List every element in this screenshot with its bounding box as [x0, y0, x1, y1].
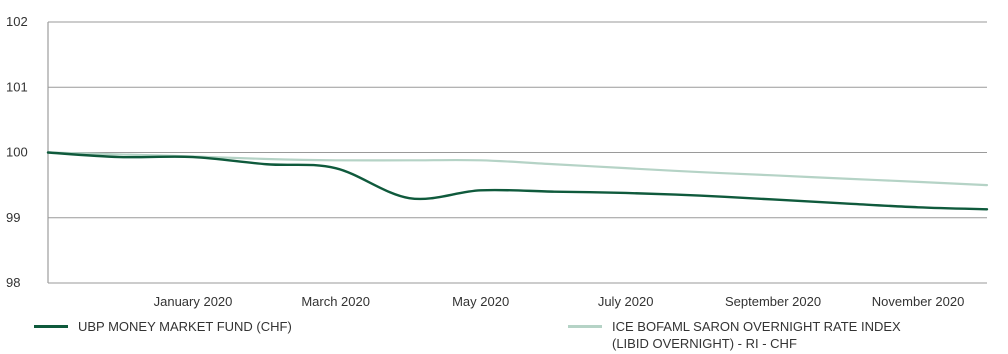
x-tick-label: November 2020 [872, 294, 965, 309]
x-axis: January 2020 March 2020 May 2020 July 2020 S… [154, 294, 965, 309]
legend-swatch-fund [34, 325, 68, 328]
x-tick-label: March 2020 [301, 294, 370, 309]
x-tick-label: January 2020 [154, 294, 233, 309]
gridlines [47, 21, 987, 284]
x-tick-label: September 2020 [725, 294, 821, 309]
x-tick-label: May 2020 [452, 294, 509, 309]
legend-label-index-line2: (LIBID OVERNIGHT) - RI - CHF [612, 336, 797, 351]
y-tick-label: 98 [6, 275, 20, 290]
y-tick-label: 102 [6, 14, 28, 29]
y-axis: 102 101 100 99 98 [6, 14, 28, 290]
x-tick-label: July 2020 [598, 294, 654, 309]
legend-item-fund: UBP MONEY MARKET FUND (CHF) [34, 318, 434, 338]
y-tick-label: 100 [6, 145, 28, 160]
legend-swatch-index [568, 325, 602, 328]
series-line-fund [46, 151, 989, 211]
legend-item-index: ICE BOFAML SARON OVERNIGHT RATE INDEX (L… [568, 318, 998, 354]
y-tick-label: 101 [6, 79, 28, 94]
legend-label-fund: UBP MONEY MARKET FUND (CHF) [78, 319, 292, 334]
legend-label-index-line1: ICE BOFAML SARON OVERNIGHT RATE INDEX [612, 319, 901, 334]
series-lines [46, 151, 989, 211]
y-tick-label: 99 [6, 210, 20, 225]
